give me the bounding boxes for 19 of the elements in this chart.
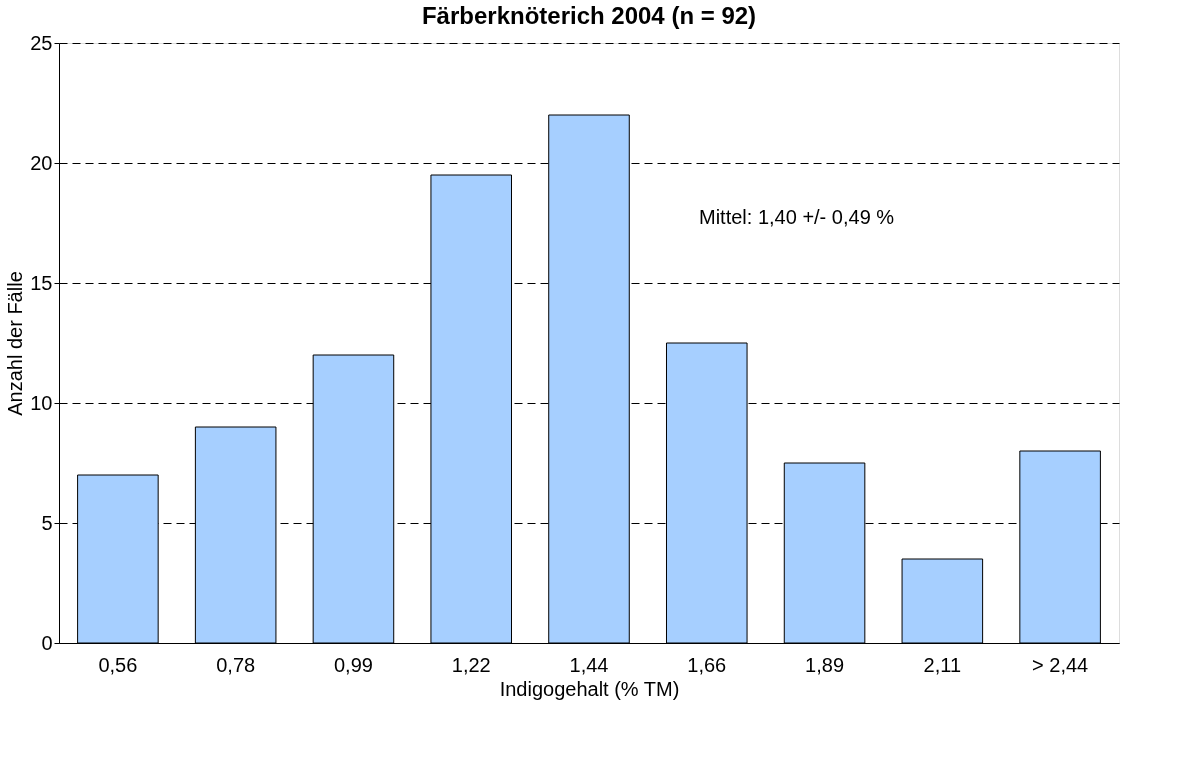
annotation: Mittel: 1,40 +/- 0,49 %	[699, 206, 895, 228]
x-tick-label: 1,44	[569, 653, 609, 676]
x-tick-label: 0,78	[216, 653, 256, 676]
y-tick-label: 20	[30, 151, 53, 174]
y-tick-label: 10	[30, 391, 53, 414]
x-axis-title: Indigogehalt (% TM)	[499, 677, 680, 700]
y-axis-title: Anzahl der Fälle	[4, 271, 27, 416]
x-tick-label: 1,89	[805, 653, 845, 676]
chart-title: Färberknöterich 2004 (n = 92)	[421, 2, 757, 29]
y-tick-label: 15	[30, 271, 53, 294]
x-tick-label: 0,56	[98, 653, 138, 676]
x-tick-label: 0,99	[333, 653, 373, 676]
y-tick-label: 25	[30, 31, 53, 54]
x-tick-label: 1,66	[687, 653, 727, 676]
x-tick-label: 1,22	[451, 653, 491, 676]
y-tick-label: 5	[41, 511, 53, 534]
y-tick-label: 0	[41, 631, 53, 654]
x-tick-label: > 2,44	[1032, 653, 1089, 676]
x-tick-label: 2,11	[923, 653, 962, 676]
